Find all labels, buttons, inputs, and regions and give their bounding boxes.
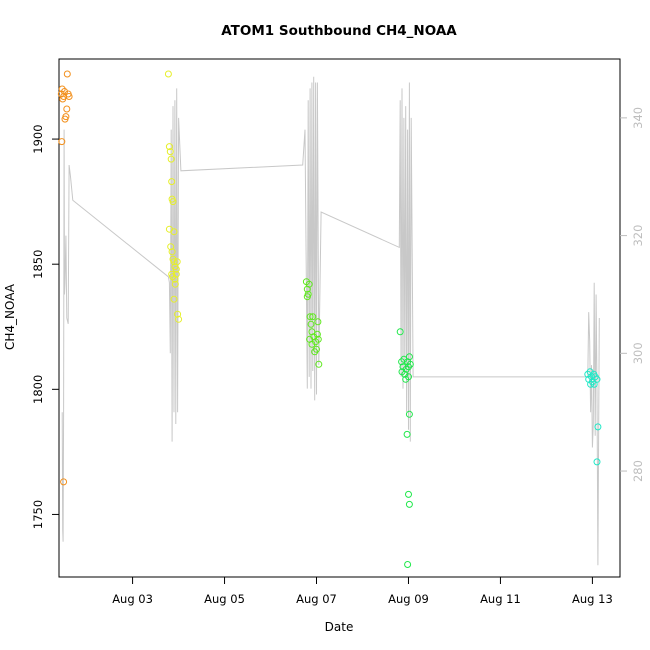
data-point	[405, 410, 413, 418]
data-point	[315, 360, 323, 368]
data-point	[172, 265, 180, 273]
data-point	[396, 328, 404, 336]
data-point	[169, 198, 177, 206]
x-tick-label: Aug 13	[572, 592, 613, 606]
data-point	[307, 320, 315, 328]
data-point	[167, 243, 175, 251]
data-point	[405, 500, 413, 508]
data-point	[170, 295, 178, 303]
data-point	[172, 270, 180, 278]
data-point	[165, 143, 173, 151]
x-tick-label: Aug 11	[480, 592, 521, 606]
data-point	[593, 458, 601, 466]
secondary-trace-line	[61, 76, 600, 566]
y2-tick-label: 300	[631, 342, 645, 364]
series-3	[302, 278, 323, 368]
data-point	[171, 275, 179, 283]
data-point	[164, 70, 172, 78]
y-tick-label: 1900	[31, 124, 45, 153]
data-point	[406, 360, 414, 368]
data-point	[166, 148, 174, 156]
data-point	[314, 335, 322, 343]
data-points	[57, 70, 602, 568]
data-point	[62, 113, 70, 121]
data-point	[405, 353, 413, 361]
y2-tick-label: 280	[631, 460, 645, 482]
data-point	[171, 280, 179, 288]
data-point	[309, 313, 317, 321]
x-tick-label: Aug 09	[388, 592, 429, 606]
x-tick-label: Aug 07	[296, 592, 337, 606]
y-tick-label: 1750	[31, 500, 45, 529]
data-point	[311, 348, 319, 356]
data-point	[590, 380, 598, 388]
data-point	[313, 330, 321, 338]
y-axis-label: CH4_NOAA	[3, 283, 17, 350]
series-5	[584, 368, 602, 466]
data-point	[174, 310, 182, 318]
data-point	[587, 380, 595, 388]
series-4	[396, 328, 414, 568]
data-point	[594, 423, 602, 431]
x-axis-label: Date	[325, 620, 354, 634]
plot-frame	[58, 58, 621, 578]
data-point	[63, 70, 71, 78]
data-point	[173, 258, 181, 266]
data-point	[398, 368, 406, 376]
data-point	[58, 138, 66, 146]
data-point	[170, 258, 178, 266]
data-point	[60, 478, 68, 486]
data-point	[404, 561, 412, 568]
data-point	[303, 293, 311, 301]
data-point	[168, 248, 176, 256]
x-tick-label: Aug 03	[112, 592, 153, 606]
data-point	[168, 178, 176, 186]
data-point	[175, 315, 183, 323]
secondary-trace	[61, 76, 600, 566]
data-point	[63, 105, 71, 113]
data-point	[314, 318, 322, 326]
y-axis-right: 280 300 320 340	[620, 107, 645, 482]
data-point	[65, 93, 73, 100]
x-tick-label: Aug 05	[204, 592, 245, 606]
series-2	[164, 70, 183, 323]
y-tick-label: 1850	[31, 250, 45, 279]
data-point	[170, 228, 178, 236]
data-point	[403, 430, 411, 438]
y2-tick-label: 340	[631, 107, 645, 129]
x-axis: Aug 03 Aug 05 Aug 07 Aug 09 Aug 11 Aug 13	[112, 577, 613, 606]
data-point	[306, 313, 314, 321]
data-point	[405, 373, 412, 381]
data-point	[305, 280, 313, 288]
y-tick-label: 1800	[31, 375, 45, 404]
y2-tick-label: 320	[631, 225, 645, 247]
data-point	[167, 155, 175, 163]
chart-title: ATOM1 Southbound CH4_NOAA	[221, 23, 457, 39]
data-point	[405, 490, 412, 498]
series-1	[57, 70, 73, 486]
y-axis-left: 1750 1800 1850 1900	[31, 124, 59, 529]
